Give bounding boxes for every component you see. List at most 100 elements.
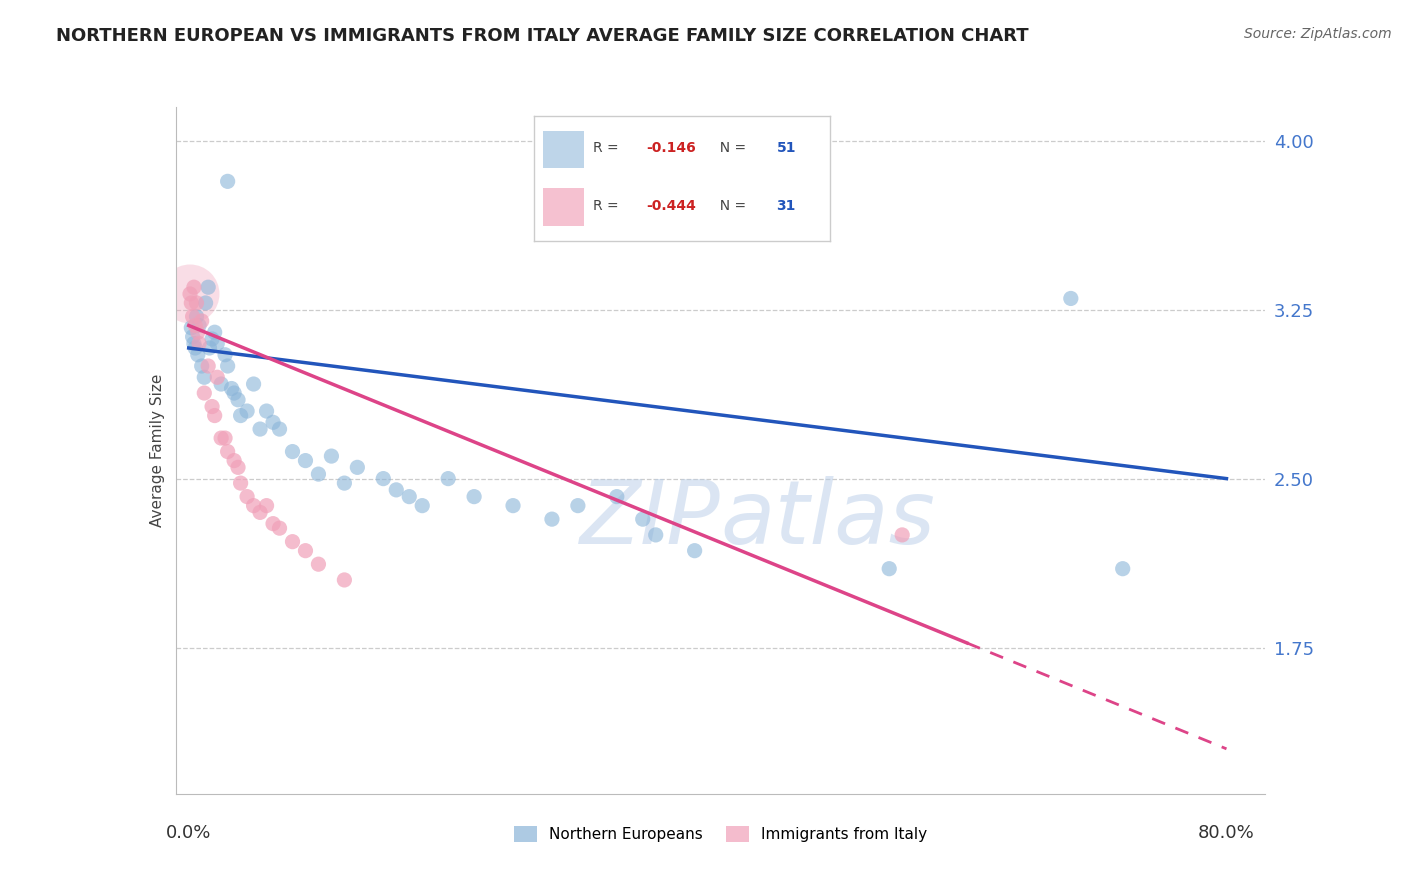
Point [333, 573, 356, 587]
Point [207, 336, 229, 351]
Point [249, 422, 271, 436]
Point [184, 318, 207, 333]
Text: Source: ZipAtlas.com: Source: ZipAtlas.com [1244, 27, 1392, 41]
Point [187, 348, 209, 362]
Point [186, 310, 208, 324]
Point [194, 296, 217, 310]
Point [217, 444, 239, 458]
Point [307, 557, 329, 571]
Point [184, 341, 207, 355]
Text: atlas: atlas [721, 476, 935, 562]
Text: R =: R = [593, 142, 623, 155]
Point [373, 472, 395, 486]
Point [186, 296, 208, 310]
Point [204, 409, 226, 423]
Point [201, 400, 224, 414]
Point [181, 310, 204, 324]
Point [193, 386, 215, 401]
Text: 31: 31 [776, 199, 796, 213]
Point [242, 499, 264, 513]
Text: 80.0%: 80.0% [1198, 824, 1256, 842]
Point [179, 287, 201, 301]
Point [346, 460, 368, 475]
Point [201, 332, 224, 346]
Point [224, 453, 246, 467]
Point [193, 370, 215, 384]
Point [1112, 562, 1135, 576]
Point [217, 174, 239, 188]
Point [224, 386, 246, 401]
Point [249, 505, 271, 519]
Point [207, 370, 229, 384]
Point [256, 404, 278, 418]
Point [683, 543, 706, 558]
Point [209, 431, 232, 445]
Text: N =: N = [711, 199, 751, 213]
Point [242, 377, 264, 392]
Point [204, 325, 226, 339]
Point [294, 453, 316, 467]
Bar [543, 131, 585, 169]
Point [217, 359, 239, 373]
Point [437, 472, 460, 486]
Point [190, 359, 212, 373]
Text: NORTHERN EUROPEAN VS IMMIGRANTS FROM ITALY AVERAGE FAMILY SIZE CORRELATION CHART: NORTHERN EUROPEAN VS IMMIGRANTS FROM ITA… [56, 27, 1029, 45]
Point [1060, 292, 1083, 306]
Point [631, 512, 654, 526]
Point [398, 490, 420, 504]
Point [269, 521, 291, 535]
Point [198, 341, 221, 355]
Point [214, 348, 236, 362]
Point [644, 528, 666, 542]
Point [183, 280, 205, 294]
Point [226, 460, 249, 475]
Point [179, 287, 201, 301]
Point [411, 499, 433, 513]
Y-axis label: Average Family Size: Average Family Size [149, 374, 165, 527]
Point [307, 467, 329, 482]
Point [197, 359, 219, 373]
Point [262, 516, 284, 531]
Point [229, 476, 252, 491]
Point [269, 422, 291, 436]
Text: 0.0%: 0.0% [166, 824, 211, 842]
Text: ZIP: ZIP [579, 476, 721, 562]
Point [502, 499, 524, 513]
Point [180, 320, 202, 334]
Text: -0.444: -0.444 [647, 199, 696, 213]
Point [385, 483, 408, 497]
Point [183, 336, 205, 351]
Point [463, 490, 485, 504]
Point [256, 499, 278, 513]
Point [226, 392, 249, 407]
Point [187, 325, 209, 339]
Point [281, 534, 304, 549]
Point [541, 512, 564, 526]
Point [281, 444, 304, 458]
Point [181, 330, 204, 344]
Point [209, 377, 232, 392]
Point [333, 476, 356, 491]
Point [294, 543, 316, 558]
Point [214, 431, 236, 445]
Point [188, 318, 211, 333]
Text: N =: N = [711, 142, 751, 155]
Point [567, 499, 589, 513]
Point [891, 528, 914, 542]
Text: R =: R = [593, 199, 623, 213]
Point [180, 296, 202, 310]
Text: -0.146: -0.146 [647, 142, 696, 155]
Point [229, 409, 252, 423]
Point [262, 415, 284, 429]
Point [188, 336, 211, 351]
Point [606, 490, 628, 504]
Point [190, 314, 212, 328]
Point [197, 280, 219, 294]
Text: 51: 51 [776, 142, 796, 155]
Point [236, 490, 259, 504]
Point [221, 382, 243, 396]
Point [236, 404, 259, 418]
Legend: Northern Europeans, Immigrants from Italy: Northern Europeans, Immigrants from Ital… [508, 820, 934, 848]
Point [321, 449, 343, 463]
Bar [543, 188, 585, 226]
